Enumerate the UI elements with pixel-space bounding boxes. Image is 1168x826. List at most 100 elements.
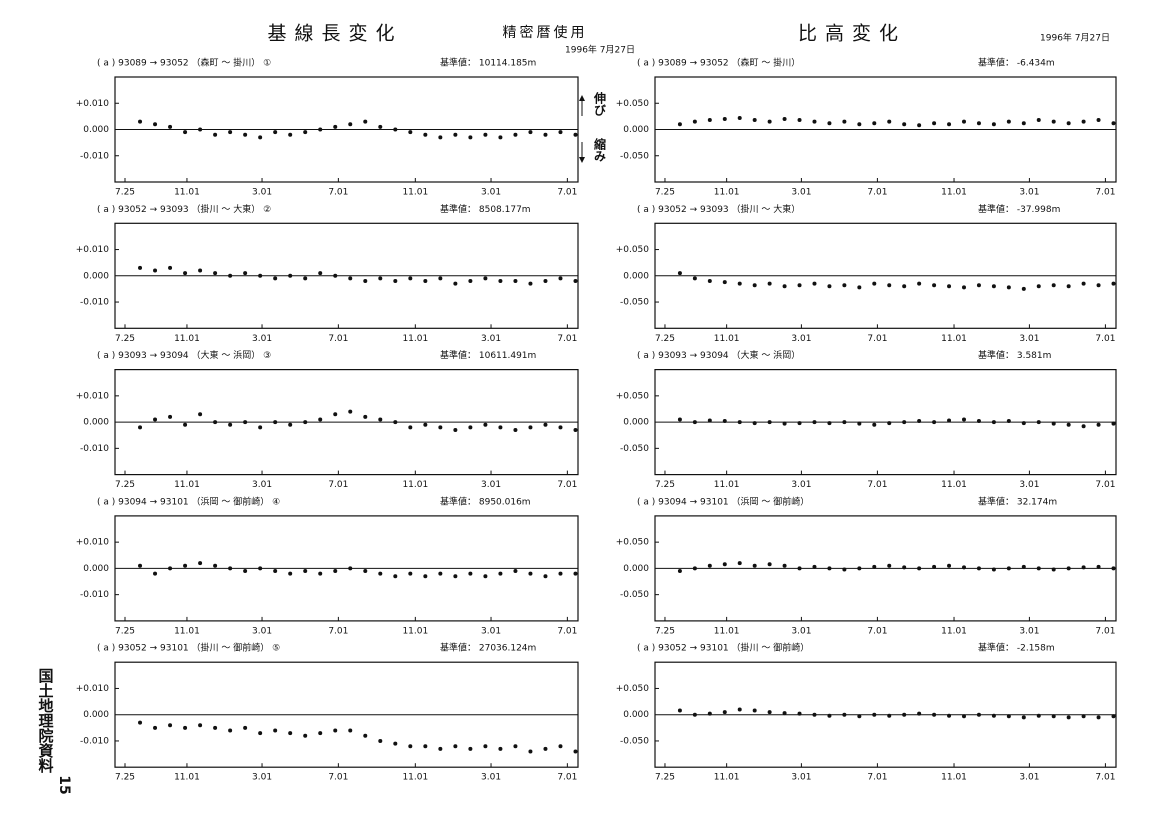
data-point (947, 713, 952, 718)
data-point (198, 723, 203, 728)
data-point (976, 283, 981, 288)
data-point (947, 418, 952, 423)
x-tick-label: 7.25 (655, 334, 675, 344)
left-title: 基線長変化 (267, 23, 402, 45)
data-point (573, 571, 578, 576)
data-point (872, 564, 877, 569)
y-tick-label: 0.000 (623, 564, 649, 574)
data-point (991, 420, 996, 425)
data-point (348, 409, 353, 414)
reference-value: 基準値： 3.581m (978, 349, 1051, 361)
x-tick-label: 3.01 (791, 334, 811, 344)
y-tick-label: +0.050 (616, 538, 650, 548)
y-tick-label: +0.050 (616, 684, 650, 694)
data-point (243, 132, 248, 137)
data-point (558, 276, 563, 281)
x-tick-label: 11.01 (941, 626, 967, 636)
data-point (947, 122, 952, 127)
data-point (887, 563, 892, 568)
data-point (872, 422, 877, 427)
data-point (318, 271, 323, 276)
data-point (408, 744, 413, 749)
data-point (767, 710, 772, 715)
data-point (258, 135, 263, 140)
data-point (752, 283, 757, 288)
data-point (932, 712, 937, 717)
data-point (1066, 422, 1071, 427)
data-point (243, 725, 248, 730)
data-point (198, 412, 203, 417)
data-point (513, 279, 518, 284)
data-point (273, 276, 278, 281)
y-tick-label: +0.010 (76, 684, 110, 694)
x-tick-label: 3.01 (1019, 334, 1039, 344)
data-point (408, 130, 413, 135)
data-point (513, 569, 518, 574)
chart-title: ( a ) 93094 → 93101 （浜岡 ～ 御前崎） (637, 495, 809, 507)
data-point (483, 276, 488, 281)
data-point (303, 276, 308, 281)
data-point (183, 271, 188, 276)
data-point (1096, 283, 1101, 288)
y-tick-label: 0.000 (83, 564, 109, 574)
data-point (288, 731, 293, 736)
data-point (303, 733, 308, 738)
data-point (273, 130, 278, 135)
x-tick-label: 3.01 (252, 773, 272, 783)
data-point (438, 571, 443, 576)
data-point (438, 135, 443, 140)
data-point (1111, 566, 1116, 571)
y-tick-label: -0.050 (620, 444, 649, 454)
x-tick-label: 3.01 (252, 188, 272, 198)
data-point (228, 273, 233, 278)
data-point (767, 562, 772, 567)
data-point (947, 284, 952, 289)
right-title: 比高変化 (798, 23, 906, 45)
data-point (318, 731, 323, 736)
data-point (842, 712, 847, 717)
y-tick-label: -0.050 (620, 736, 649, 746)
data-point (961, 119, 966, 124)
data-point (1021, 121, 1026, 126)
data-point (752, 118, 757, 123)
data-point (363, 119, 368, 124)
data-point (468, 571, 473, 576)
y-tick-label: -0.010 (80, 736, 109, 746)
data-point (183, 422, 188, 427)
data-point (228, 566, 233, 571)
data-point (303, 420, 308, 425)
x-tick-label: 7.25 (655, 480, 675, 490)
data-point (812, 119, 817, 124)
data-point (228, 728, 233, 733)
data-point (976, 566, 981, 571)
x-tick-label: 3.01 (1019, 773, 1039, 783)
data-point (378, 276, 383, 281)
data-point (1096, 564, 1101, 569)
data-point (1066, 715, 1071, 720)
data-point (183, 130, 188, 135)
data-point (961, 714, 966, 719)
data-point (857, 566, 862, 571)
y-tick-label: +0.010 (76, 99, 110, 109)
data-point (468, 279, 473, 284)
data-point (1066, 121, 1071, 126)
y-tick-label: +0.050 (616, 245, 650, 255)
x-tick-label: 7.01 (1095, 334, 1115, 344)
data-point (558, 571, 563, 576)
data-point (273, 728, 278, 733)
data-point (333, 124, 338, 129)
chart-title: ( a ) 93052 → 93101 （掛川 ～ 御前崎） (637, 642, 809, 654)
data-point (1006, 285, 1011, 290)
data-point (258, 425, 263, 430)
data-point (333, 412, 338, 417)
data-point (153, 417, 158, 422)
data-point (408, 276, 413, 281)
data-point (528, 749, 533, 754)
x-tick-label: 3.01 (791, 626, 811, 636)
data-point (183, 725, 188, 730)
reference-value: 基準値： 10611.491m (440, 349, 536, 361)
data-point (722, 419, 727, 424)
data-point (363, 733, 368, 738)
x-tick-label: 11.01 (714, 480, 740, 490)
data-point (528, 425, 533, 430)
